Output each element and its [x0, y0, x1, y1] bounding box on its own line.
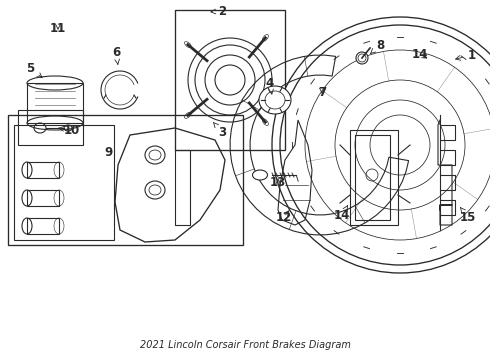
- Text: 3: 3: [213, 122, 226, 139]
- Bar: [175, 10, 285, 150]
- Text: 2021 Lincoln Corsair Front Brakes Diagram: 2021 Lincoln Corsair Front Brakes Diagra…: [140, 340, 350, 350]
- Text: 11: 11: [50, 22, 66, 35]
- Text: 6: 6: [112, 45, 120, 64]
- Ellipse shape: [259, 86, 291, 114]
- Text: 12: 12: [276, 211, 292, 224]
- Text: 1: 1: [456, 49, 476, 62]
- Bar: [8, 115, 243, 245]
- Ellipse shape: [356, 52, 368, 64]
- Text: 13: 13: [270, 176, 286, 189]
- Text: 14: 14: [334, 206, 350, 221]
- Ellipse shape: [145, 181, 165, 199]
- Bar: [18, 110, 83, 145]
- Bar: [27, 83, 83, 123]
- Bar: [175, 150, 190, 225]
- Text: 14: 14: [412, 48, 428, 60]
- Ellipse shape: [145, 146, 165, 164]
- Bar: [355, 135, 390, 220]
- Text: 5: 5: [26, 62, 42, 78]
- Bar: [14, 125, 114, 240]
- Bar: [27, 190, 59, 206]
- Text: 4: 4: [266, 77, 274, 94]
- Bar: [27, 162, 59, 178]
- Text: 9: 9: [104, 145, 112, 158]
- Text: 7: 7: [318, 86, 326, 99]
- Text: 8: 8: [370, 39, 384, 53]
- Text: 15: 15: [460, 208, 476, 224]
- Text: 10: 10: [58, 123, 80, 136]
- Text: 2: 2: [211, 5, 226, 18]
- Bar: [350, 130, 398, 225]
- Bar: [27, 218, 59, 234]
- Ellipse shape: [252, 170, 268, 180]
